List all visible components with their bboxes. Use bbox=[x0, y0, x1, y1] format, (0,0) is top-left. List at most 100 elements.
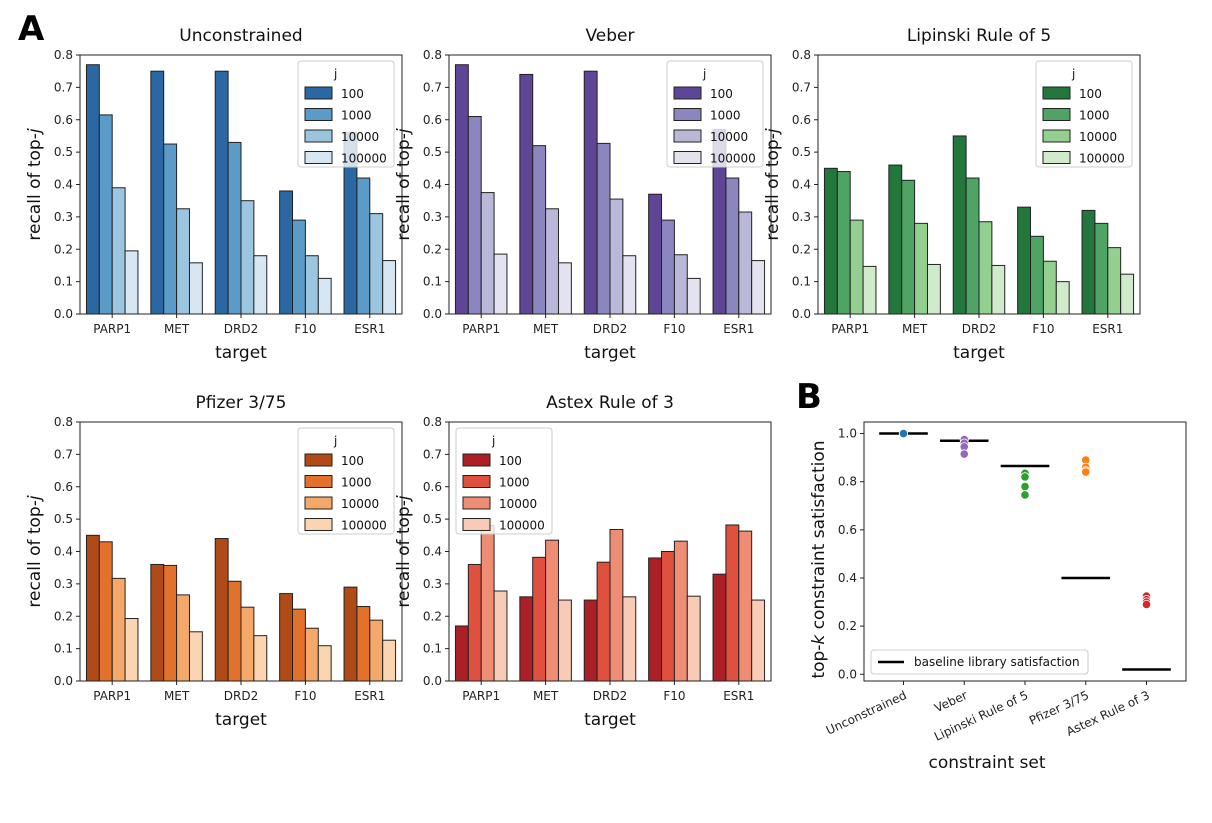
x-tick-label: F10 bbox=[294, 689, 316, 703]
x-tick-label: ESR1 bbox=[354, 689, 385, 703]
bar-chart-2: 0.0 0.1 0.2 0.3 0.4 0.5 0.6 0.7 0.8 PARP1 MET DRD2 F… bbox=[394, 26, 772, 363]
y-tick-label: 0.0 bbox=[54, 307, 73, 321]
x-axis-label: constraint set bbox=[929, 753, 1046, 773]
x-tick-label: DRD2 bbox=[224, 322, 258, 336]
x-tick-label: MET bbox=[533, 689, 559, 703]
chart-title: Astex Rule of 3 bbox=[546, 393, 674, 413]
legend-swatch bbox=[304, 108, 333, 121]
y-tick-label: 0.2 bbox=[423, 609, 442, 623]
bar-parp1-j100000 bbox=[124, 250, 139, 315]
bar-esr1-j100 bbox=[1081, 209, 1096, 315]
legend-label: 1000 bbox=[341, 476, 372, 490]
legend-title: j bbox=[333, 434, 337, 448]
bar-parp1-j100 bbox=[85, 64, 100, 315]
legend-label: 100000 bbox=[341, 152, 387, 166]
x-tick-label: DRD2 bbox=[962, 322, 996, 336]
x-axis-label: target bbox=[584, 710, 636, 730]
bar-parp1-j100 bbox=[454, 64, 469, 315]
bar-drd2-j100 bbox=[214, 70, 229, 315]
legend-swatch bbox=[1042, 108, 1071, 121]
bar-esr1-j1000 bbox=[356, 606, 371, 682]
bar-drd2-j100000 bbox=[253, 255, 268, 315]
x-tick-label: DRD2 bbox=[593, 689, 627, 703]
legend-label: 100000 bbox=[710, 152, 756, 166]
bar-parp1-j10000 bbox=[849, 219, 864, 315]
panel-label-b: B bbox=[796, 377, 822, 417]
y-tick-label: 0.8 bbox=[423, 48, 442, 62]
legend-swatch bbox=[673, 108, 702, 121]
bar-f10-j1000 bbox=[1030, 235, 1044, 315]
legend-label: 100 bbox=[341, 87, 364, 101]
x-tick-label: F10 bbox=[663, 322, 685, 336]
y-tick-label: 0.1 bbox=[423, 275, 442, 289]
legend-label: 100 bbox=[1079, 87, 1102, 101]
bar-esr1-j1000 bbox=[725, 177, 740, 315]
bar-parp1-j1000 bbox=[836, 171, 851, 315]
legend-label: 1000 bbox=[1079, 109, 1110, 123]
bar-met-j1000 bbox=[163, 143, 178, 315]
y-tick-label: 0.3 bbox=[423, 210, 442, 224]
x-tick-label: MET bbox=[164, 689, 190, 703]
bar-esr1-j1000 bbox=[356, 177, 371, 315]
x-tick-label: Veber bbox=[932, 688, 969, 715]
x-axis-label: target bbox=[584, 343, 636, 363]
bar-drd2-j100000 bbox=[991, 264, 1006, 315]
y-tick-label: 0.5 bbox=[54, 512, 73, 526]
y-tick-label: 0.7 bbox=[54, 80, 73, 94]
x-tick-label: MET bbox=[164, 322, 190, 336]
bar-f10-j1000 bbox=[661, 551, 675, 682]
bar-drd2-j1000 bbox=[227, 580, 242, 682]
bar-drd2-j10000 bbox=[240, 200, 255, 315]
bar-met-j10000 bbox=[914, 222, 928, 315]
bar-drd2-j10000 bbox=[609, 198, 624, 315]
y-tick-label: 0.3 bbox=[423, 577, 442, 591]
bar-f10-j100000 bbox=[686, 277, 701, 315]
legend-label: 100 bbox=[341, 454, 364, 468]
bar-parp1-j10000 bbox=[480, 525, 495, 682]
y-tick-label: 0.0 bbox=[423, 307, 442, 321]
bar-f10-j100 bbox=[648, 557, 663, 682]
bar-parp1-j100 bbox=[454, 625, 469, 682]
legend-title: j bbox=[1071, 67, 1075, 81]
bar-drd2-j1000 bbox=[965, 177, 980, 315]
legend: j 100 1000 10000 100000 bbox=[666, 60, 764, 168]
bar-esr1-j100000 bbox=[382, 639, 397, 682]
bar-met-j100 bbox=[150, 70, 165, 315]
x-tick-label: PARP1 bbox=[831, 322, 869, 336]
y-tick-label: 0.4 bbox=[423, 545, 442, 559]
point-2 bbox=[1020, 490, 1030, 500]
bar-met-j100 bbox=[150, 563, 165, 682]
bar-drd2-j1000 bbox=[596, 561, 611, 682]
panel-label-a: A bbox=[18, 9, 45, 49]
bar-parp1-j100 bbox=[85, 534, 100, 682]
bar-f10-j10000 bbox=[304, 627, 319, 682]
bar-esr1-j100000 bbox=[751, 599, 766, 682]
bar-f10-j100000 bbox=[317, 277, 332, 315]
bar-esr1-j100 bbox=[712, 573, 727, 682]
chart-title: Unconstrained bbox=[179, 26, 302, 46]
point-2 bbox=[1020, 481, 1030, 492]
legend-swatch bbox=[462, 496, 491, 510]
bar-chart-3: 0.0 0.1 0.2 0.3 0.4 0.5 0.6 0.7 0.8 PARP1 MET DRD2 F… bbox=[763, 26, 1141, 363]
legend-label: 1000 bbox=[341, 109, 372, 123]
y-axis-label: recall of top-j bbox=[394, 495, 414, 607]
bar-esr1-j1000 bbox=[1094, 222, 1109, 315]
bar-f10-j1000 bbox=[661, 219, 675, 315]
y-tick-label: 0.4 bbox=[838, 571, 857, 585]
bar-drd2-j100 bbox=[952, 135, 967, 315]
x-tick-label: PARP1 bbox=[462, 322, 500, 336]
bar-parp1-j10000 bbox=[480, 192, 495, 315]
bar-met-j1000 bbox=[901, 179, 916, 315]
legend-swatch bbox=[1042, 151, 1071, 164]
bar-esr1-j10000 bbox=[369, 619, 384, 682]
legend-label: 1000 bbox=[710, 109, 741, 123]
bar-met-j100 bbox=[519, 596, 534, 682]
y-axis-label: recall of top-j bbox=[25, 495, 45, 607]
legend-label: 1000 bbox=[499, 476, 530, 490]
bar-f10-j100 bbox=[279, 190, 294, 315]
bar-drd2-j100 bbox=[583, 599, 598, 682]
y-tick-label: 0.1 bbox=[54, 275, 73, 289]
y-tick-label: 0.2 bbox=[54, 609, 73, 623]
y-tick-label: 0.1 bbox=[423, 642, 442, 656]
x-tick-label: ESR1 bbox=[354, 322, 385, 336]
